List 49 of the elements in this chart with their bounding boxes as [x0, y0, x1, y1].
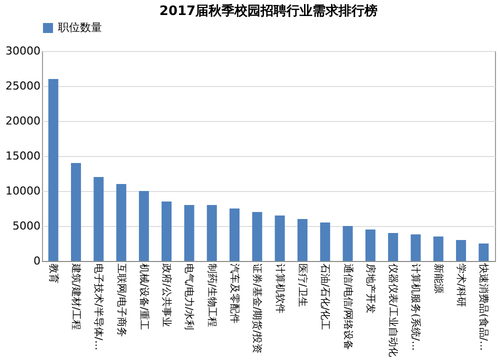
bar — [184, 205, 194, 261]
y-tick-label: 10000 — [6, 184, 40, 198]
x-tick-label: 证券/基金/期货/投资 — [251, 264, 264, 354]
bar — [320, 222, 330, 261]
y-tick-label: 30000 — [6, 44, 40, 58]
x-tick-label: 快速消费品(食品/… — [478, 262, 490, 351]
x-tick-label: 建筑/建材/工程 — [70, 262, 82, 330]
x-tick-label: 政府/公共事业 — [160, 264, 173, 327]
x-tick-label: 教育 — [47, 264, 60, 284]
y-tick-label: 5000 — [12, 220, 40, 232]
x-tick-label: 机械/设备/重工 — [138, 264, 150, 330]
y-tick-label: 0 — [34, 254, 40, 268]
x-tick-label: 计算机服务(系统/… — [410, 264, 422, 351]
x-tick-label: 电子技术/半导体/… — [92, 264, 105, 350]
x-tick-label: 制药/生物工程 — [206, 264, 218, 327]
bar — [94, 177, 104, 261]
x-tick-label: 通信/电信/网络设备 — [342, 264, 354, 350]
bar — [70, 163, 81, 261]
x-tick-label: 互联网/电子商务 — [115, 264, 128, 337]
x-tick-label: 计算机软件 — [274, 264, 286, 314]
legend-label: 职位数量 — [58, 21, 102, 34]
bar — [365, 230, 376, 261]
bar — [206, 205, 217, 261]
x-tick-label: 新能源 — [432, 264, 444, 294]
bar — [162, 202, 172, 261]
bar — [230, 208, 240, 261]
bar — [274, 216, 285, 261]
x-tick-label: 石油/石化/化工 — [319, 264, 332, 330]
x-tick-label: 电气/电力/水利 — [183, 264, 196, 330]
bar — [410, 234, 421, 261]
x-tick-label: 房地产开发 — [364, 264, 376, 314]
bar — [116, 184, 126, 261]
bar — [388, 233, 398, 261]
bar — [478, 244, 489, 261]
bar — [433, 236, 444, 261]
y-tick-label: 25000 — [6, 80, 40, 92]
bar — [456, 240, 466, 261]
y-tick-label: 20000 — [6, 114, 40, 128]
y-tick-label: 15000 — [6, 150, 40, 162]
x-tick-label: 医疗/卫生 — [296, 264, 308, 307]
x-tick-label: 学术/科研 — [455, 264, 468, 307]
bar — [138, 191, 149, 261]
bar — [342, 226, 353, 261]
x-tick-label: 仪器仪表/工业自动化 — [387, 264, 400, 357]
bar — [48, 79, 58, 261]
bar — [252, 212, 262, 261]
bar — [297, 219, 308, 261]
x-tick-label: 汽车及零配件 — [228, 264, 241, 324]
chart-title: 2017届秋季校园招聘行业需求排行榜 — [159, 3, 378, 19]
